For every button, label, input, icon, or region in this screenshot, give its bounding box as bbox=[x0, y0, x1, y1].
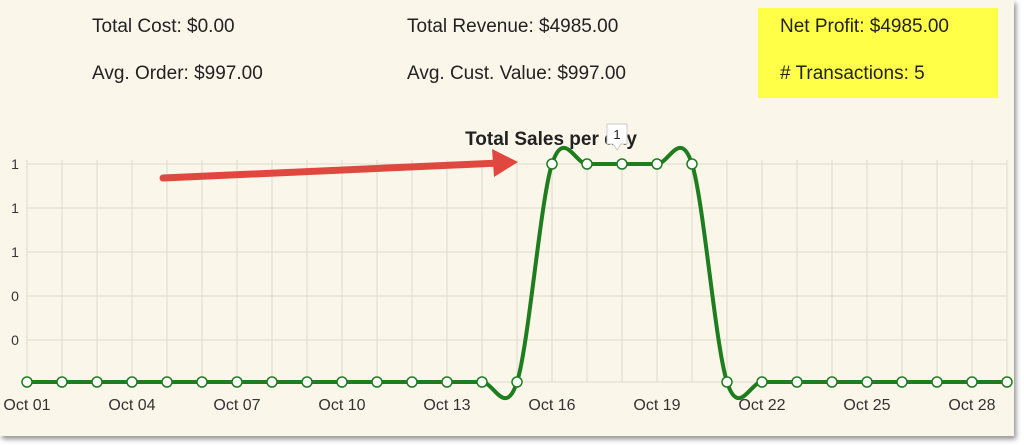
total-revenue-stat: Total Revenue: $4985.00 bbox=[407, 16, 619, 37]
transactions-stat: # Transactions: 5 bbox=[780, 63, 925, 84]
tooltip-box bbox=[606, 123, 628, 151]
x-tick-label: Oct 19 bbox=[633, 397, 680, 414]
tooltip: 1 bbox=[606, 123, 628, 151]
data-point bbox=[56, 376, 68, 388]
data-point bbox=[476, 376, 488, 388]
x-tick-label: Oct 01 bbox=[3, 397, 50, 414]
y-tick-label: 1 bbox=[11, 244, 19, 260]
data-point bbox=[21, 376, 33, 388]
y-axis-ticks: 0 0 1 1 1 bbox=[11, 156, 19, 348]
data-point bbox=[161, 376, 173, 388]
x-tick-label: Oct 16 bbox=[528, 397, 575, 414]
data-point bbox=[546, 158, 558, 170]
data-point bbox=[756, 376, 768, 388]
x-tick-label: Oct 04 bbox=[108, 397, 155, 414]
data-point bbox=[441, 376, 453, 388]
x-tick-label: Oct 22 bbox=[738, 397, 785, 414]
data-point bbox=[651, 158, 663, 170]
chart-title: Total Sales per day bbox=[465, 129, 637, 150]
total-cost-stat: Total Cost: $0.00 bbox=[92, 16, 235, 37]
data-point bbox=[581, 158, 593, 170]
x-tick-label: Oct 07 bbox=[213, 397, 260, 414]
y-tick-label: 0 bbox=[11, 288, 19, 304]
highlight-box bbox=[758, 8, 998, 98]
data-point bbox=[686, 158, 698, 170]
data-point bbox=[336, 376, 348, 388]
x-tick-label: Oct 10 bbox=[318, 397, 365, 414]
data-point bbox=[826, 376, 838, 388]
x-tick-label: Oct 28 bbox=[948, 397, 995, 414]
y-tick-label: 1 bbox=[11, 200, 19, 216]
data-point bbox=[1001, 376, 1013, 388]
avg-cust-value-stat: Avg. Cust. Value: $997.00 bbox=[407, 63, 627, 84]
data-points bbox=[21, 158, 1013, 388]
data-point bbox=[91, 376, 103, 388]
data-point bbox=[406, 376, 418, 388]
data-point bbox=[721, 376, 733, 388]
y-tick-label: 1 bbox=[11, 156, 19, 172]
data-point bbox=[266, 376, 278, 388]
data-point bbox=[511, 376, 523, 388]
data-point bbox=[126, 376, 138, 388]
tooltip-value: 1 bbox=[613, 127, 620, 142]
data-point bbox=[861, 376, 873, 388]
y-tick-label: 0 bbox=[11, 332, 19, 348]
net-profit-stat: Net Profit: $4985.00 bbox=[780, 16, 949, 37]
annotation-arrow bbox=[159, 149, 518, 182]
x-tick-label: Oct 13 bbox=[423, 397, 470, 414]
data-point bbox=[231, 376, 243, 388]
data-point bbox=[301, 376, 313, 388]
data-point bbox=[896, 376, 908, 388]
data-point bbox=[931, 376, 943, 388]
data-point bbox=[371, 376, 383, 388]
data-point bbox=[616, 158, 628, 170]
dashboard-panel: Total Cost: $0.00 Avg. Order: $997.00 To… bbox=[0, 0, 1014, 436]
arrow-head bbox=[492, 149, 518, 177]
x-tick-label: Oct 25 bbox=[843, 397, 890, 414]
chart-grid bbox=[26, 160, 1008, 383]
avg-order-stat: Avg. Order: $997.00 bbox=[92, 63, 263, 84]
data-point bbox=[966, 376, 978, 388]
arrow-shaft bbox=[159, 159, 504, 182]
x-axis-ticks: Oct 01 Oct 04 Oct 07 Oct 10 Oct 13 Oct 16 Oct … bbox=[3, 397, 995, 414]
data-point bbox=[196, 376, 208, 388]
data-point bbox=[791, 376, 803, 388]
